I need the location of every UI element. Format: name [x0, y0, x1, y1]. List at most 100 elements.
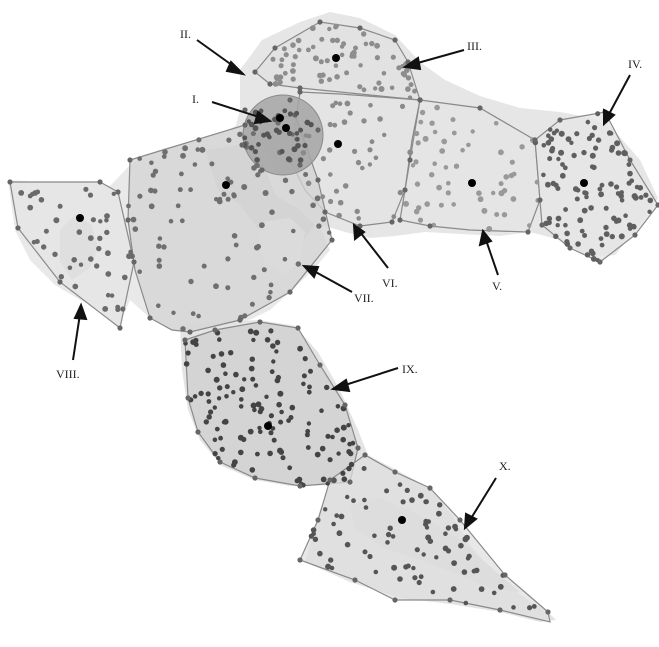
site-dot: [545, 181, 551, 188]
site-dot: [405, 75, 412, 81]
site-dot: [83, 186, 89, 192]
site-dot: [218, 435, 224, 441]
site-dot: [290, 68, 296, 74]
site-dot: [220, 362, 227, 368]
site-dot: [216, 456, 221, 461]
site-dot: [333, 100, 339, 106]
site-dot: [335, 404, 341, 409]
site-dot: [643, 192, 649, 198]
site-dot: [328, 557, 334, 563]
site-dot: [458, 542, 464, 549]
site-dot: [443, 165, 449, 170]
site-dot: [148, 203, 155, 210]
polygon-vertex-dot: [147, 315, 153, 321]
site-dot: [344, 541, 351, 548]
site-dot: [222, 418, 229, 425]
site-dot: [493, 121, 499, 126]
site-dot: [638, 195, 644, 200]
site-dot: [264, 131, 271, 137]
site-dot: [418, 574, 424, 580]
site-dot: [450, 117, 456, 123]
site-dot: [564, 241, 571, 247]
polygon-vertex-dot: [212, 327, 218, 333]
site-dot: [614, 219, 619, 224]
site-dot: [324, 58, 330, 64]
site-dot: [280, 455, 286, 461]
site-dot: [257, 425, 262, 431]
arrow-iii-head: [402, 56, 422, 71]
site-dot: [314, 451, 321, 458]
site-dot: [377, 116, 383, 122]
site-dot: [18, 190, 25, 196]
site-dot: [306, 389, 312, 395]
center-vii: [222, 181, 230, 189]
site-dot: [128, 249, 133, 255]
site-dot: [90, 217, 96, 223]
site-dot: [258, 406, 265, 412]
site-dot: [339, 52, 345, 58]
site-dot: [582, 190, 588, 196]
site-dot: [115, 304, 121, 310]
site-dot: [282, 177, 289, 183]
site-dot: [318, 59, 324, 65]
site-dot: [242, 135, 248, 141]
site-dot: [242, 377, 247, 382]
site-dot: [430, 589, 436, 595]
polygon-vertex-dot: [352, 577, 358, 583]
site-dot: [270, 343, 276, 349]
site-dot: [429, 172, 435, 178]
site-dot: [330, 103, 336, 109]
arrow-x-head: [463, 512, 478, 531]
polygon-vertex-dot: [392, 37, 398, 43]
site-dot: [208, 409, 214, 415]
site-dot: [606, 130, 613, 136]
polygon-vertex-dot: [557, 117, 563, 123]
site-dot: [374, 42, 380, 49]
site-dot: [212, 451, 218, 457]
site-dot: [319, 36, 325, 42]
site-dot: [441, 138, 448, 145]
arrow-i-head: [253, 110, 273, 125]
site-dot: [403, 200, 409, 207]
site-dot: [399, 103, 406, 109]
site-dot: [361, 118, 367, 124]
site-dot: [226, 137, 232, 143]
site-dot: [306, 421, 312, 426]
site-dot: [424, 525, 430, 530]
site-dot: [228, 350, 234, 356]
site-dot: [414, 181, 421, 187]
site-dot: [270, 56, 276, 62]
site-dot: [105, 271, 112, 277]
site-dot: [305, 180, 312, 187]
site-dot: [269, 209, 275, 215]
site-dot: [275, 374, 281, 381]
site-dot: [276, 401, 282, 408]
center-v: [468, 179, 476, 187]
site-dot: [287, 465, 293, 471]
site-dot: [354, 208, 360, 215]
site-dot: [213, 376, 220, 383]
site-dot: [268, 282, 274, 288]
polygon-vertex-dot: [655, 202, 659, 208]
site-dot: [285, 156, 292, 163]
site-dot: [374, 55, 380, 61]
site-dot: [355, 159, 362, 166]
site-dot: [353, 45, 358, 51]
site-dot: [94, 263, 100, 269]
polygon-vertex-dot: [125, 217, 131, 223]
site-dot: [264, 394, 269, 399]
site-dot: [251, 337, 256, 343]
site-dot: [598, 236, 604, 242]
cluster-polygons: [9, 21, 659, 623]
site-dot: [282, 108, 288, 114]
site-dot: [179, 171, 184, 177]
site-dot: [76, 229, 83, 235]
site-dot: [626, 180, 632, 186]
site-dot: [498, 181, 504, 187]
site-dot: [603, 231, 610, 238]
site-dot: [247, 328, 254, 335]
site-dot: [282, 70, 288, 76]
polygon-vertex-dot: [239, 142, 245, 148]
site-dot: [592, 125, 598, 131]
